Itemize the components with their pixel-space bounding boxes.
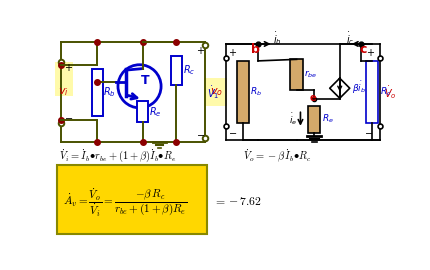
Text: +: +	[64, 63, 72, 73]
Text: $\dot{i}_c$: $\dot{i}_c$	[346, 30, 354, 47]
Bar	[366, 61, 378, 123]
Text: $-$: $-$	[64, 112, 73, 122]
Text: $R_b$: $R_b$	[103, 86, 116, 99]
Text: $\dot{V}_o = -\beta\,\dot{I}_b{\bullet}R_c$: $\dot{V}_o = -\beta\,\dot{I}_b{\bullet}R…	[243, 147, 312, 164]
Text: $\dot{V}_i = \dot{I}_b{\bullet}r_{be} + (1+\beta)\dot{I}_b{\bullet}R_e$: $\dot{V}_i = \dot{I}_b{\bullet}r_{be} + …	[58, 147, 176, 164]
FancyBboxPatch shape	[54, 62, 73, 96]
Text: +: +	[228, 48, 236, 58]
Text: $r_{be}$: $r_{be}$	[304, 69, 318, 80]
Text: $R_e$: $R_e$	[149, 105, 161, 119]
Bar	[308, 106, 320, 133]
Text: $= -7.62$: $= -7.62$	[213, 195, 262, 208]
Text: $\dot{i}_b$: $\dot{i}_b$	[273, 30, 282, 47]
Text: b: b	[251, 43, 259, 56]
Bar	[171, 56, 182, 85]
Text: $\dot{V}_1$: $\dot{V}_1$	[207, 84, 220, 100]
Bar	[290, 59, 303, 90]
Text: $R_b$: $R_b$	[250, 86, 262, 98]
Text: $\dot{A}_v = \dfrac{\dot{V}_o}{\dot{V}_i} = \dfrac{-\beta\,R_c}{r_{be} + (1+\bet: $\dot{A}_v = \dfrac{\dot{V}_o}{\dot{V}_i…	[63, 186, 187, 218]
Bar	[237, 61, 249, 123]
Text: $R_c$: $R_c$	[183, 63, 195, 77]
Text: $-$: $-$	[365, 127, 374, 137]
Text: +: +	[197, 46, 204, 56]
Text: $R_c$: $R_c$	[380, 86, 391, 98]
Text: $R_e$: $R_e$	[322, 113, 334, 125]
Text: +: +	[366, 48, 374, 58]
Bar	[137, 101, 148, 123]
FancyBboxPatch shape	[204, 78, 227, 106]
Text: $\dot{i}_e$: $\dot{i}_e$	[289, 111, 297, 127]
Text: $-$: $-$	[228, 127, 237, 137]
Text: c: c	[360, 43, 367, 56]
Text: $v_i$: $v_i$	[58, 87, 69, 98]
Text: $\dot{V}_o$: $\dot{V}_o$	[384, 84, 397, 100]
Bar	[57, 165, 207, 234]
Text: e: e	[310, 93, 316, 103]
Text: $v_o$: $v_o$	[210, 86, 223, 97]
Text: $\beta\dot{i}_b$: $\beta\dot{i}_b$	[352, 80, 366, 96]
Text: $-$: $-$	[196, 129, 205, 139]
Bar	[92, 69, 103, 116]
Text: T: T	[141, 74, 150, 87]
